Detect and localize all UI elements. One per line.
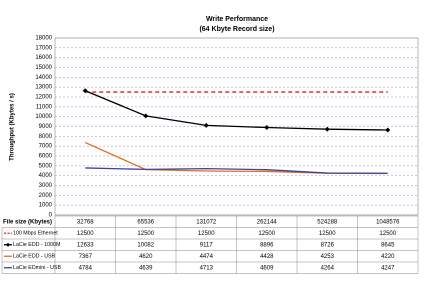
table-value: 4639 (139, 265, 153, 271)
y-tick-label: 12000 (35, 95, 52, 101)
chart-subtitle: (64 Kbyte Record size) (199, 26, 274, 33)
table-value: 12500 (379, 231, 396, 237)
series-line (85, 167, 388, 174)
series-line (85, 90, 388, 131)
y-tick-label: 4000 (39, 173, 53, 179)
x-axis-label: File size (Kbytes) (3, 220, 52, 226)
table-value: 12500 (137, 231, 154, 237)
y-tick-label: 8000 (39, 134, 53, 140)
table-value: 12500 (319, 231, 336, 237)
table-value: 4428 (260, 254, 274, 260)
table-value: 8726 (321, 242, 335, 248)
y-tick-label: 3000 (39, 183, 53, 189)
x-tick-label: 524288 (317, 219, 338, 225)
table-value: 9117 (200, 242, 214, 248)
table-value: 12633 (77, 242, 94, 248)
table-value: 8896 (260, 242, 274, 248)
marker (385, 127, 391, 133)
chart-title: Write Performance (206, 16, 268, 23)
table-value: 4784 (79, 265, 93, 271)
x-tick-label: 1048576 (376, 219, 400, 225)
x-tick-label: 65536 (137, 219, 154, 225)
y-tick-label: 15000 (35, 65, 52, 71)
table-value: 7367 (79, 254, 93, 260)
table-value: 4474 (200, 254, 214, 260)
y-tick-label: 16000 (35, 55, 52, 61)
y-tick-label: 5000 (39, 163, 53, 169)
table-value: 8645 (381, 242, 395, 248)
table-value: 4220 (381, 254, 395, 260)
x-tick-label: 131072 (196, 219, 217, 225)
legend-label: 100 Mbps Ethernet (13, 231, 58, 237)
y-axis-label: Throughput (Kbytes / s) (10, 93, 16, 161)
legend-label: LaCie EDD - USB (13, 254, 56, 260)
table-value: 4609 (260, 265, 274, 271)
table-value: 12500 (77, 231, 94, 237)
y-tick-label: 11000 (36, 104, 53, 110)
legend-label: LaCie EDmini - USB (13, 265, 61, 271)
table-value: 4247 (381, 265, 395, 271)
table-value: 10082 (137, 242, 154, 248)
table-value: 4264 (321, 265, 335, 271)
y-tick-label: 10000 (35, 114, 52, 120)
marker (143, 113, 149, 119)
y-tick-label: 13000 (35, 85, 52, 91)
marker (324, 126, 330, 132)
legend-label: LaCie EDD - 1000M (13, 242, 60, 248)
table-value: 12500 (258, 231, 275, 237)
y-tick-label: 0 (49, 213, 53, 219)
marker (203, 122, 209, 128)
table-value: 4620 (139, 254, 153, 260)
legend-marker (6, 242, 10, 247)
x-tick-label: 32768 (77, 219, 94, 225)
y-tick-label: 1000 (39, 203, 53, 209)
x-tick-label: 262144 (257, 219, 278, 225)
marker (82, 88, 88, 94)
y-tick-label: 14000 (35, 75, 52, 81)
y-tick-label: 2000 (39, 193, 53, 199)
y-tick-label: 6000 (39, 154, 53, 160)
y-tick-label: 18000 (35, 36, 52, 42)
table-value: 4713 (200, 265, 214, 271)
table-value: 12500 (198, 231, 215, 237)
y-tick-label: 9000 (39, 124, 53, 130)
y-tick-label: 17000 (35, 45, 52, 51)
y-tick-label: 7000 (39, 144, 53, 150)
table-value: 4253 (321, 254, 335, 260)
marker (264, 125, 270, 131)
